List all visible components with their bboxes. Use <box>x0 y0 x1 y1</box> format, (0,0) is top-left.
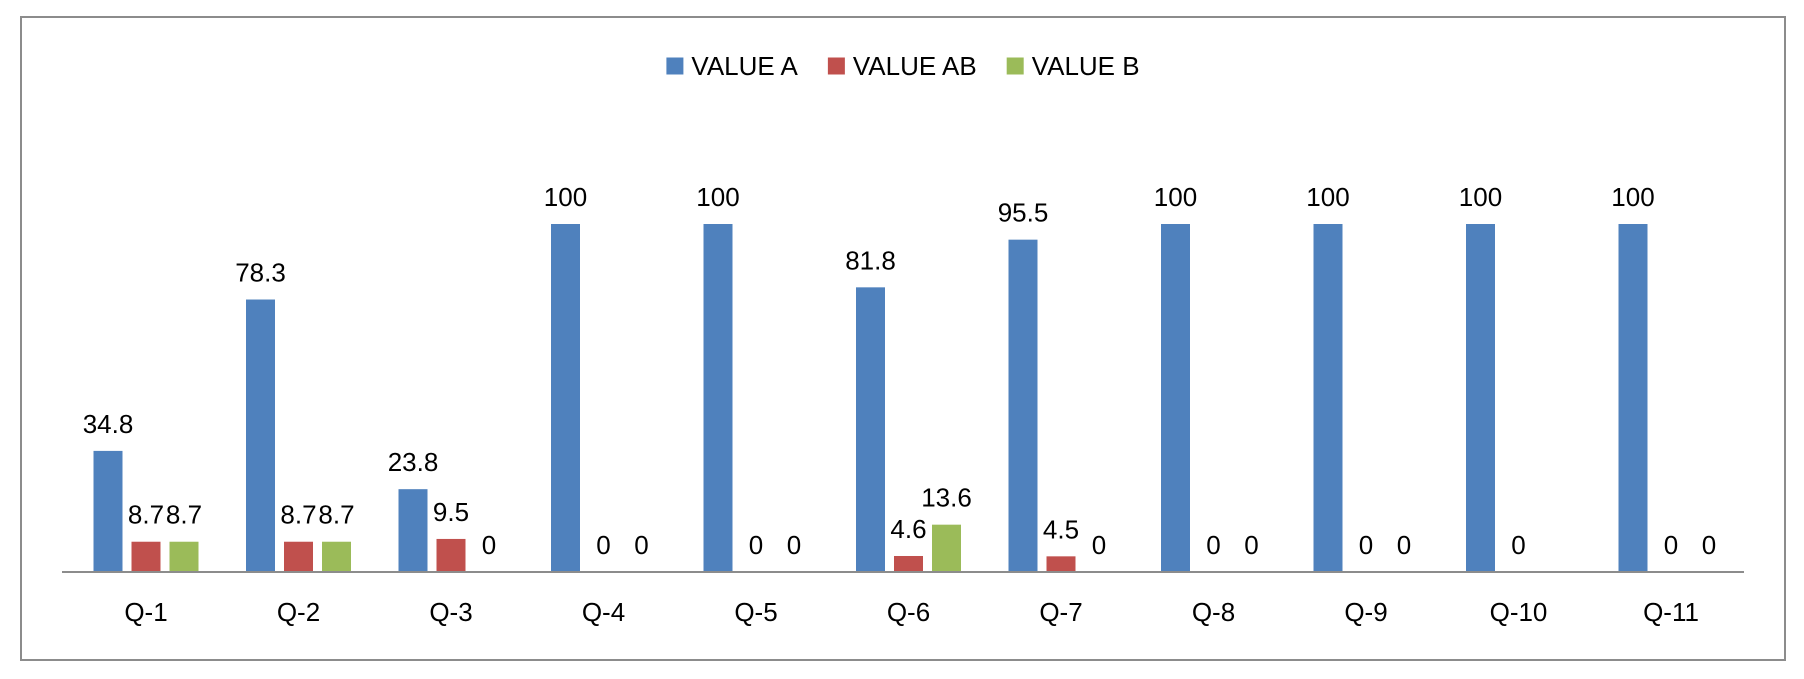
legend: VALUE A VALUE AB VALUE B <box>666 51 1140 81</box>
x-tick-label-q-4: Q-4 <box>582 597 625 627</box>
legend-item-value-a: VALUE A <box>666 51 799 81</box>
data-label-value-ab-q-4: 0 <box>596 530 610 560</box>
bar-value-b-q-6 <box>932 524 961 572</box>
bar-value-a-q-9 <box>1313 224 1343 572</box>
bar-value-a-q-1 <box>93 450 123 572</box>
bar-value-a-q-8 <box>1161 224 1190 572</box>
bar-value-a-q-10 <box>1466 224 1495 572</box>
data-label-value-a-q-5: 100 <box>696 182 739 212</box>
bar-value-ab-q-1 <box>131 541 161 572</box>
x-tick-label-q-10: Q-10 <box>1490 597 1548 627</box>
bar-value-ab-q-3 <box>436 538 466 572</box>
bar-value-ab-q-6 <box>894 555 923 572</box>
bar-value-ab-q-7 <box>1046 556 1076 572</box>
x-tick-label-q-6: Q-6 <box>887 597 930 627</box>
data-label-value-ab-q-9: 0 <box>1359 530 1373 560</box>
x-tick-label-q-7: Q-7 <box>1039 597 1082 627</box>
bar-value-a-q-2 <box>246 299 275 572</box>
data-label-value-b-q-11: 0 <box>1702 530 1716 560</box>
bar-value-a-q-7 <box>1008 239 1038 572</box>
data-label-value-b-q-8: 0 <box>1244 530 1258 560</box>
bar-value-a-q-3 <box>398 489 428 572</box>
data-label-value-ab-q-11: 0 <box>1664 530 1678 560</box>
x-tick-label-q-11: Q-11 <box>1643 597 1699 627</box>
data-label-value-b-q-9: 0 <box>1397 530 1411 560</box>
bar-value-a-q-5 <box>703 224 733 572</box>
bar-value-b-q-1 <box>169 541 199 572</box>
legend-swatch-value-ab <box>827 57 845 75</box>
bar-chart: VALUE A VALUE AB VALUE B 34.88.7 8.778.38.7… <box>62 51 1744 627</box>
x-tick-label-q-2: Q-2 <box>277 597 320 627</box>
data-label-value-b-q-2: 8.7 <box>318 500 354 530</box>
data-label-value-ab-q-7: 4.5 <box>1043 514 1079 544</box>
legend-label-value-b: VALUE B <box>1032 51 1140 81</box>
bars <box>93 224 1648 572</box>
data-label-value-ab-q-3: 9.5 <box>433 497 469 527</box>
x-tick-label-q-3: Q-3 <box>429 597 472 627</box>
bar-value-a-q-11 <box>1618 224 1648 572</box>
data-label-value-ab-q-5: 0 <box>749 530 763 560</box>
legend-swatch-value-b <box>1006 57 1024 75</box>
data-label-value-a-q-10: 100 <box>1459 182 1502 212</box>
data-label-value-a-q-3: 23.8 <box>388 447 439 477</box>
data-label-value-ab-q-10: 0 <box>1511 530 1525 560</box>
x-tick-label-q-5: Q-5 <box>734 597 777 627</box>
legend-item-value-ab: VALUE AB <box>827 51 977 81</box>
bar-value-ab-q-2 <box>284 541 313 572</box>
bar-value-a-q-6 <box>856 287 885 572</box>
bar-value-a-q-4 <box>551 224 580 572</box>
x-tick-label-q-9: Q-9 <box>1344 597 1387 627</box>
bar-value-b-q-2 <box>322 541 351 572</box>
data-label-value-a-q-4: 100 <box>544 182 587 212</box>
data-label-value-b-q-1: 8.7 <box>166 500 202 530</box>
chart-frame: VALUE A VALUE AB VALUE B 34.8 8.7 8.7 78.3 8.7… <box>20 16 1786 661</box>
x-axis-tick-labels: Q-1 Q-2 Q-3 Q-4 Q-5 Q-6 Q-7 Q-8 Q-9 Q-10 Q-11 <box>124 597 1699 627</box>
legend-label-value-ab: VALUE AB <box>853 51 977 81</box>
data-label-value-a-q-1: 34.8 <box>83 409 134 439</box>
data-label-value-a-q-11: 100 <box>1611 182 1654 212</box>
data-label-value-ab-q-2: 8.7 <box>280 500 316 530</box>
data-label-value-b-q-5: 0 <box>787 530 801 560</box>
data-label-value-b-q-7: 0 <box>1092 530 1106 560</box>
x-tick-label-q-1: Q-1 <box>124 597 167 627</box>
data-label-value-b-q-3: 0 <box>482 530 496 560</box>
data-label-value-b-q-4: 0 <box>634 530 648 560</box>
legend-item-value-b: VALUE B <box>1006 51 1140 81</box>
data-label-value-b-q-6: 13.6 <box>921 483 972 513</box>
x-tick-label-q-8: Q-8 <box>1192 597 1235 627</box>
data-label-value-a-q-6: 81.8 <box>845 245 896 275</box>
legend-label-value-a: VALUE A <box>691 51 798 81</box>
data-label-value-a-q-2: 78.3 <box>235 258 286 288</box>
data-label-value-ab-q-6: 4.6 <box>890 514 926 544</box>
data-label-value-a-q-7: 95.5 <box>998 198 1049 228</box>
legend-swatch-value-a <box>666 57 684 75</box>
data-label-value-a-q-8: 100 <box>1154 182 1197 212</box>
data-label-value-ab-q-1: 8.7 <box>128 500 164 530</box>
data-label-value-ab-q-8: 0 <box>1206 530 1220 560</box>
data-label-value-a-q-9: 100 <box>1306 182 1349 212</box>
